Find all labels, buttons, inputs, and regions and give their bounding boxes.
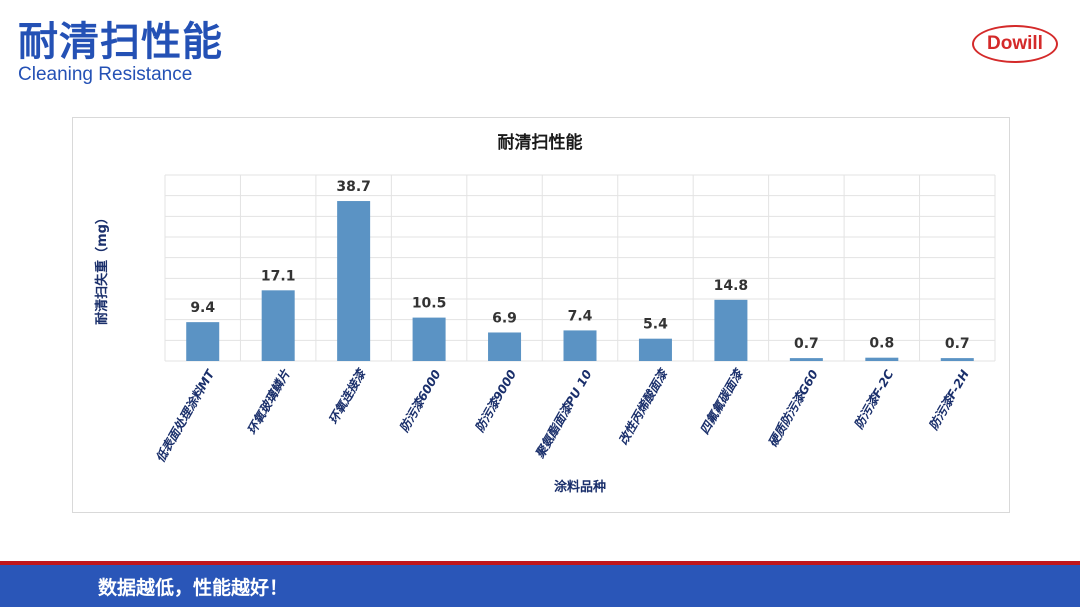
footer-bar: 数据越低，性能越好！ — [0, 565, 1080, 607]
bar — [714, 299, 748, 361]
bar — [186, 322, 220, 361]
page-subtitle: Cleaning Resistance — [18, 64, 193, 85]
data-label: 17.1 — [261, 268, 296, 284]
bar — [940, 358, 974, 361]
data-label: 6.9 — [492, 310, 517, 326]
data-label: 14.8 — [714, 278, 749, 294]
data-label: 9.4 — [190, 300, 215, 316]
chart-title: 耐清扫性能 — [498, 132, 583, 153]
data-label: 5.4 — [643, 317, 668, 333]
data-label: 38.7 — [336, 179, 371, 195]
x-axis-label: 涂料品种 — [554, 479, 606, 495]
data-label: 7.4 — [568, 308, 593, 324]
x-tick-label: 低表面处理涂料MT — [153, 367, 218, 465]
x-tick-label: 环氧连接漆 — [326, 366, 369, 427]
bar — [488, 332, 522, 361]
data-label: 10.5 — [412, 296, 447, 312]
bar — [865, 357, 899, 361]
x-tick-label: 硬质防污漆G60 — [766, 368, 821, 450]
dowill-logo: Dowill — [972, 25, 1058, 63]
bar — [337, 201, 371, 361]
bar — [638, 338, 672, 361]
x-tick-label: 防污漆9000 — [472, 368, 519, 435]
divider-red — [0, 561, 1080, 565]
page-title: 耐清扫性能 — [18, 19, 223, 65]
x-tick-label: 聚氨酯面漆PU 10 — [532, 368, 594, 462]
x-tick-label: 防污漆6000 — [397, 368, 444, 435]
bar — [563, 330, 597, 361]
x-tick-label: 环氧玻璃鳞片 — [245, 367, 294, 437]
x-tick-label: 防污漆F-2C — [851, 367, 896, 431]
data-label: 0.7 — [794, 336, 819, 352]
x-tick-label: 四氟氟碳面漆 — [697, 366, 746, 437]
data-label: 0.8 — [869, 336, 894, 352]
bar — [789, 358, 823, 361]
bar — [261, 290, 295, 361]
footer-text: 数据越低，性能越好！ — [98, 577, 289, 599]
y-axis-label: 耐清扫失重（mg） — [94, 211, 110, 325]
chart-container — [72, 117, 1010, 513]
x-tick-label: 防污漆F-2H — [926, 368, 972, 433]
data-label: 0.7 — [945, 336, 970, 352]
x-tick-label: 改性丙烯酸面漆 — [616, 366, 671, 447]
bar — [412, 317, 446, 361]
